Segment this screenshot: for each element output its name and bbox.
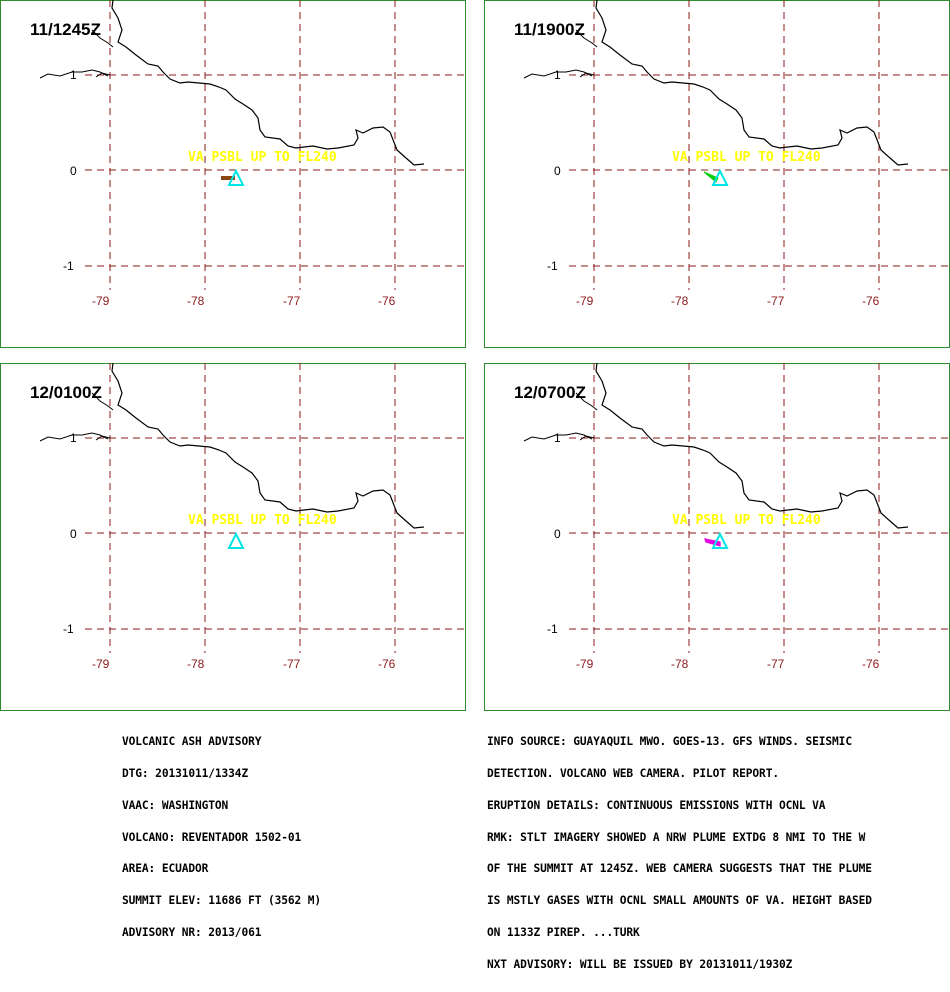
longitude-label: -78 [671, 657, 689, 671]
va-height-label: VA PSBL UP TO FL240 [672, 150, 821, 165]
latitude-label: 1 [70, 68, 77, 82]
longitude-label: -78 [671, 294, 689, 308]
latitude-label: 1 [70, 431, 77, 445]
border-line [575, 29, 598, 48]
volcano-icon [227, 531, 245, 549]
advisory-line: AREA: ECUADOR [122, 862, 209, 876]
latitude-label: -1 [63, 259, 74, 273]
va-height-label: VA PSBL UP TO FL240 [188, 513, 337, 528]
advisory-graphic: 1 0 -1 -79 -78 -77 -76 11/1245Z VA PSBL UP TO FL… [0, 0, 950, 970]
coastline [111, 0, 425, 166]
map-panel: 1 0 -1 -79 -78 -77 -76 12/0700Z VA PSBL UP TO FL… [484, 363, 950, 711]
remarks-line: OF THE SUMMIT AT 1245Z. WEB CAMERA SUGGE… [487, 862, 872, 876]
advisory-line: VAAC: WASHINGTON [122, 798, 229, 812]
panel-timestamp: 12/0100Z [30, 383, 102, 402]
coastline [595, 363, 909, 529]
va-height-label: VA PSBL UP TO FL240 [188, 150, 337, 165]
panel-frame [0, 0, 466, 348]
longitude-label: -77 [767, 294, 785, 308]
va-height-label: VA PSBL UP TO FL240 [672, 513, 821, 528]
river-line [39, 69, 109, 79]
longitude-label: -78 [187, 294, 205, 308]
advisory-line: ADVISORY NR: 2013/061 [122, 925, 262, 939]
longitude-label: -76 [378, 657, 396, 671]
advisory-remarks-block: INFO SOURCE: GUAYAQUIL MWO. GOES-13. GFS… [487, 716, 872, 991]
latitude-label: 1 [554, 431, 561, 445]
longitude-label: -77 [283, 294, 301, 308]
advisory-line: SUMMIT ELEV: 11686 FT (3562 M) [122, 894, 322, 908]
map-panel: 1 0 -1 -79 -78 -77 -76 11/1900Z VA PSBL UP TO FL… [484, 0, 950, 348]
volcano-icon [227, 168, 245, 186]
panel-frame [484, 363, 950, 711]
latitude-label: -1 [63, 622, 74, 636]
panel-timestamp: 11/1900Z [514, 20, 585, 39]
ash-plume [703, 171, 719, 183]
remarks-line: ERUPTION DETAILS: CONTINUOUS EMISSIONS W… [487, 798, 826, 812]
remarks-line: RMK: STLT IMAGERY SHOWED A NRW PLUME EXT… [487, 830, 866, 844]
river-line [523, 69, 593, 79]
longitude-label: -76 [378, 294, 396, 308]
map-panel: 1 0 -1 -79 -78 -77 -76 12/0100Z VA PSBL UP TO FL… [0, 363, 466, 711]
river-line [523, 432, 593, 442]
panel-timestamp: 12/0700Z [514, 383, 586, 402]
longitude-label: -78 [187, 657, 205, 671]
latitude-label: 0 [554, 164, 561, 178]
coastline [595, 0, 909, 166]
longitude-label: -79 [576, 294, 594, 308]
map-panel: 1 0 -1 -79 -78 -77 -76 11/1245Z VA PSBL UP TO FL… [0, 0, 466, 348]
longitude-label: -79 [92, 294, 110, 308]
latitude-label: 0 [70, 527, 77, 541]
panel-frame [0, 363, 466, 711]
border-line [91, 392, 114, 411]
remarks-line: IS MSTLY GASES WITH OCNL SMALL AMOUNTS O… [487, 894, 872, 908]
river-line [579, 435, 595, 441]
advisory-header-block: VOLCANIC ASH ADVISORY DTG: 20131011/1334… [122, 716, 321, 960]
longitude-label: -79 [92, 657, 110, 671]
panel-frame [484, 0, 950, 348]
advisory-line: VOLCANIC ASH ADVISORY [122, 735, 262, 749]
longitude-label: -76 [862, 294, 880, 308]
latitude-label: -1 [547, 622, 558, 636]
remarks-line: NXT ADVISORY: WILL BE ISSUED BY 20131011… [487, 957, 793, 971]
remarks-line: ON 1133Z PIREP. ...TURK [487, 925, 640, 939]
longitude-label: -79 [576, 657, 594, 671]
panel-timestamp: 11/1245Z [30, 20, 101, 39]
ash-plume [221, 176, 235, 180]
river-line [39, 432, 109, 442]
border-line [575, 392, 598, 411]
remarks-line: INFO SOURCE: GUAYAQUIL MWO. GOES-13. GFS… [487, 735, 852, 749]
longitude-label: -77 [767, 657, 785, 671]
river-line [579, 72, 595, 78]
latitude-label: 1 [554, 68, 561, 82]
advisory-line: VOLCANO: REVENTADOR 1502-01 [122, 830, 302, 844]
volcano-icon [711, 168, 729, 186]
remarks-line: DETECTION. VOLCANO WEB CAMERA. PILOT REP… [487, 766, 779, 780]
volcano-icon [711, 531, 729, 549]
latitude-label: 0 [554, 527, 561, 541]
latitude-label: -1 [547, 259, 558, 273]
river-line [95, 72, 111, 78]
river-line [95, 435, 111, 441]
advisory-line: DTG: 20131011/1334Z [122, 766, 249, 780]
border-line [91, 29, 114, 48]
latitude-label: 0 [70, 164, 77, 178]
ash-plume [704, 538, 721, 547]
longitude-label: -76 [862, 657, 880, 671]
coastline [111, 363, 425, 529]
longitude-label: -77 [283, 657, 301, 671]
